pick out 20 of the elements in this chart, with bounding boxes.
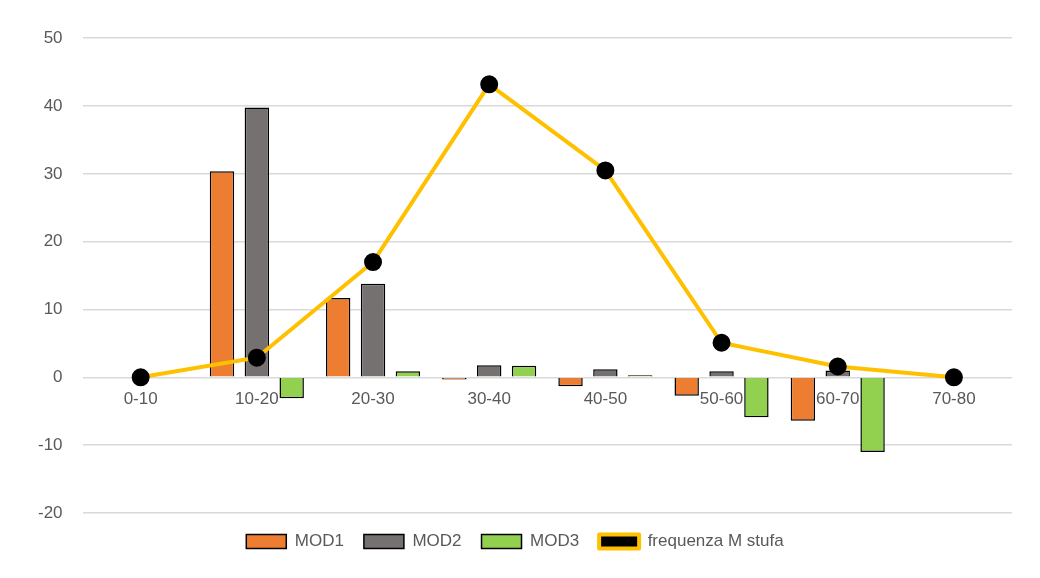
y-tick-label: -20: [37, 502, 63, 522]
y-tick-label: 20: [43, 231, 63, 251]
x-tick-label: 70-80: [932, 389, 976, 409]
x-tick-label: 60-70: [815, 389, 860, 409]
legend-label: MOD3: [530, 531, 580, 551]
legend-label: frequenza M stufa: [647, 531, 785, 551]
y-tick-label: 40: [43, 95, 63, 115]
x-tick-label: 40-50: [583, 389, 628, 409]
x-tick-label: 10-20: [235, 389, 279, 409]
x-tick-label: 20-30: [351, 389, 395, 409]
y-tick-label: 0: [53, 367, 63, 387]
y-tick-label: -10: [37, 434, 63, 454]
y-tick-label: 10: [43, 299, 63, 319]
y-tick-label: 50: [43, 27, 63, 47]
x-tick-label: 30-40: [467, 389, 511, 409]
x-tick-label: 50-60: [699, 389, 744, 409]
legend-label: MOD2: [412, 531, 462, 551]
legend-label: MOD1: [294, 531, 344, 551]
y-tick-label: 30: [43, 163, 63, 183]
x-tick-label: 0-10: [123, 389, 158, 409]
